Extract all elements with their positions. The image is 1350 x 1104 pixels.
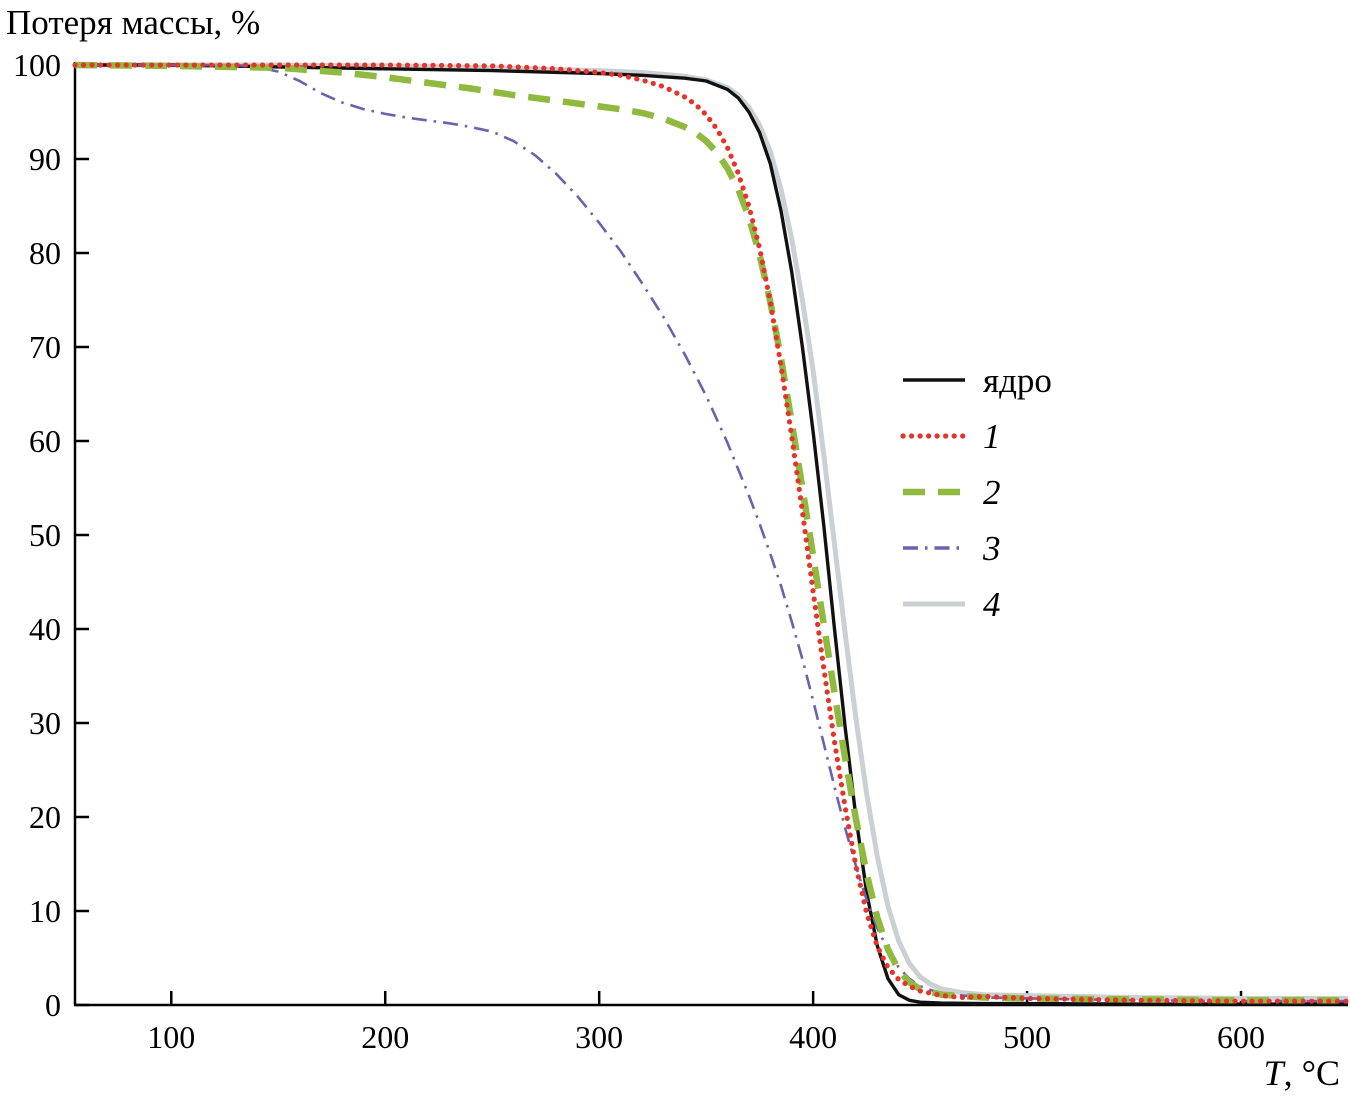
- curve-3: [75, 63, 1348, 1003]
- x-axis-label-symbol: T: [1263, 1053, 1284, 1093]
- curve-2: [74, 61, 1348, 1004]
- x-axis-label-unit: , °C: [1283, 1053, 1340, 1093]
- curve-1: [72, 62, 1350, 1004]
- legend-label-4: 4: [983, 585, 1001, 624]
- y-tick-label: 20: [29, 799, 61, 835]
- x-tick-label: 200: [361, 1019, 409, 1055]
- y-tick-label: 100: [13, 47, 61, 83]
- x-axis-label: T, °C: [1264, 1050, 1340, 1096]
- x-tick-label: 400: [789, 1019, 837, 1055]
- x-tick-label: 100: [147, 1019, 195, 1055]
- legend-label-1: 1: [983, 417, 1001, 456]
- x-tick-label: 500: [1003, 1019, 1051, 1055]
- y-tick-label: 60: [29, 423, 61, 459]
- y-tick-label: 30: [29, 705, 61, 741]
- x-tick-label: 600: [1217, 1019, 1265, 1055]
- y-tick-label: 90: [29, 141, 61, 177]
- y-tick-label: 40: [29, 611, 61, 647]
- curve-ядро: [75, 63, 1348, 1006]
- y-tick-label: 80: [29, 235, 61, 271]
- y-tick-label: 50: [29, 517, 61, 553]
- legend-label-2: 2: [983, 473, 1001, 512]
- y-tick-label: 10: [29, 893, 61, 929]
- y-tick-label: 70: [29, 329, 61, 365]
- curve-4: [75, 62, 1348, 1001]
- legend-label-3: 3: [982, 529, 1001, 568]
- chart-title: Потеря массы, %: [6, 3, 261, 42]
- y-tick-label: 0: [45, 987, 61, 1023]
- x-tick-label: 300: [575, 1019, 623, 1055]
- legend-label-ядро: ядро: [983, 361, 1052, 400]
